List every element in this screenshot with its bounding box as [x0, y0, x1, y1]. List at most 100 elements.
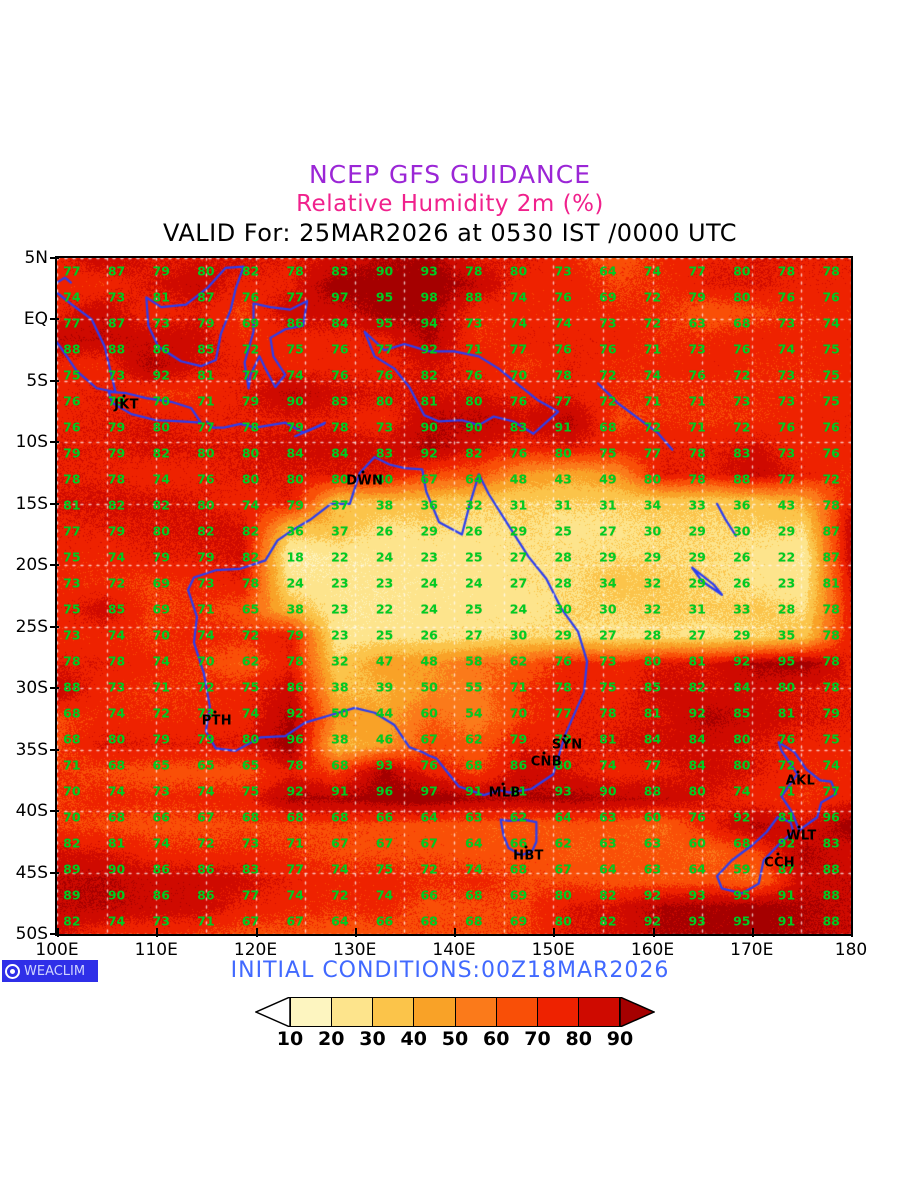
grid-value: 81 — [420, 393, 438, 409]
grid-value: 24 — [465, 575, 483, 591]
grid-value: 84 — [688, 757, 706, 773]
grid-value: 66 — [375, 809, 394, 825]
humidity-map[interactable]: 77 87 79 80 82 78 83 90 93 78 80 73 64 74 77 80 78 78 74 73… — [55, 256, 853, 936]
circle-mark-icon — [5, 963, 20, 979]
grid-value: 79 — [286, 497, 304, 513]
grid-value: 76 — [777, 289, 796, 305]
grid-value: 71 — [197, 393, 215, 409]
grid-value: 72 — [599, 393, 617, 409]
grid-value: 32 — [465, 497, 483, 513]
grid-value: 72 — [822, 471, 840, 487]
grid-value: 88 — [822, 861, 840, 877]
grid-value: 65 — [241, 757, 260, 773]
lon-tick-mark — [454, 928, 456, 937]
grid-value: 80 — [733, 263, 751, 279]
grid-value: 73 — [63, 627, 81, 643]
city-marker-dot — [213, 710, 217, 714]
grid-value: 18 — [286, 549, 304, 565]
grid-value: 76 — [822, 419, 840, 435]
grid-value: 90 — [375, 263, 394, 279]
city-label-wlt: WLT — [786, 828, 817, 844]
grid-value: 80 — [509, 263, 528, 279]
grid-value: 25 — [375, 627, 394, 643]
grid-value: 76 — [554, 653, 572, 669]
grid-value: 76 — [777, 731, 796, 747]
grid-value: 88 — [465, 289, 483, 305]
grid-value: 74 — [152, 471, 170, 487]
grid-value: 66 — [509, 835, 528, 851]
grid-value: 82 — [420, 367, 438, 383]
grid-value: 63 — [599, 809, 617, 825]
grid-value: 92 — [643, 887, 662, 903]
grid-value: 68 — [420, 913, 438, 929]
grid-value: 82 — [197, 523, 215, 539]
grid-value-overlay: 77 87 79 80 82 78 83 90 93 78 80 73 64 74 77 80 78 78 74 73… — [57, 258, 851, 934]
grid-value: 72 — [733, 367, 751, 383]
grid-value: 48 — [420, 653, 438, 669]
grid-value: 38 — [331, 731, 349, 747]
city-label-cnb: CNB — [530, 754, 562, 770]
grid-value: 73 — [63, 575, 81, 591]
grid-value: 63 — [599, 835, 617, 851]
grid-value: 81 — [197, 367, 215, 383]
grid-value: 76 — [554, 289, 572, 305]
grid-value: 38 — [331, 679, 349, 695]
grid-value: 88 — [822, 913, 840, 929]
grid-value: 64 — [331, 913, 349, 929]
grid-value: 78 — [554, 731, 572, 747]
grid-value: 71 — [63, 757, 81, 773]
grid-value: 76 — [63, 419, 81, 435]
grid-value: 72 — [241, 341, 260, 357]
grid-value: 88 — [643, 783, 662, 799]
grid-value: 88 — [733, 471, 751, 487]
grid-value: 93 — [554, 783, 572, 799]
grid-value: 64 — [465, 835, 483, 851]
weaclim-logo[interactable]: WEACLIM — [2, 960, 98, 982]
grid-value: 71 — [643, 393, 662, 409]
grid-value: 64 — [599, 861, 617, 877]
grid-value: 74 — [465, 861, 483, 877]
grid-value: 80 — [152, 419, 170, 435]
grid-value: 76 — [331, 341, 349, 357]
grid-value: 80 — [286, 471, 304, 487]
grid-value: 75 — [599, 679, 617, 695]
grid-value: 77 — [241, 367, 260, 383]
grid-value: 91 — [554, 419, 572, 435]
grid-value: 36 — [286, 523, 304, 539]
city-label-jkt: JKT — [114, 397, 139, 413]
grid-value: 64 — [465, 471, 483, 487]
grid-value: 28 — [554, 575, 572, 591]
grid-value: 35 — [777, 627, 796, 643]
grid-value: 74 — [107, 913, 126, 929]
lon-tick-label: 140E — [432, 940, 476, 960]
grid-value: 31 — [509, 497, 528, 513]
grid-value: 23 — [331, 627, 349, 643]
grid-value: 96 — [375, 783, 394, 799]
grid-value: 84 — [688, 731, 706, 747]
colorbar-tick: 90 — [606, 1028, 634, 1050]
colorbar-tick: 20 — [318, 1028, 345, 1050]
grid-value: 82 — [241, 523, 260, 539]
city-marker-dot — [796, 770, 800, 774]
grid-value: 75 — [822, 367, 840, 383]
grid-value: 29 — [509, 523, 528, 539]
grid-value: 30 — [643, 523, 662, 539]
grid-value: 31 — [688, 601, 706, 617]
grid-value: 64 — [420, 809, 438, 825]
grid-value: 81 — [777, 809, 796, 825]
grid-value: 79 — [152, 263, 170, 279]
grid-value: 74 — [241, 497, 260, 513]
grid-value: 29 — [420, 523, 438, 539]
grid-value: 76 — [777, 419, 796, 435]
grid-value: 24 — [420, 601, 438, 617]
lat-tick-label: 30S — [15, 678, 48, 699]
grid-value: 74 — [107, 705, 126, 721]
grid-value: 80 — [777, 679, 796, 695]
lat-tick-label: 5N — [24, 248, 48, 268]
grid-value: 75 — [822, 393, 840, 409]
grid-value: 27 — [509, 575, 528, 591]
grid-value: 77 — [643, 757, 662, 773]
grid-value: 77 — [286, 289, 304, 305]
grid-value: 79 — [197, 549, 215, 565]
grid-value: 80 — [197, 497, 215, 513]
